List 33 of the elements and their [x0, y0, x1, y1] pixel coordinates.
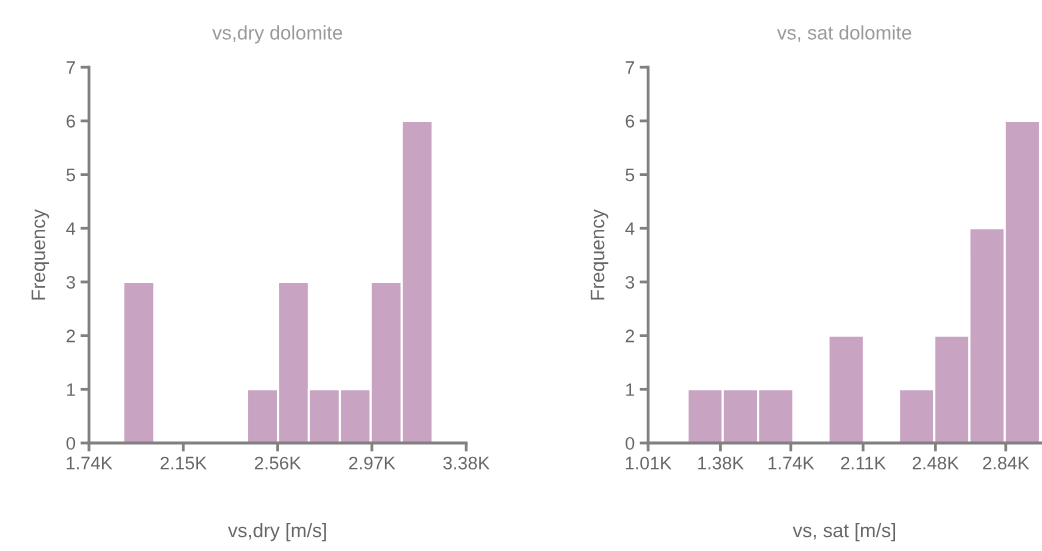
- chart-title: vs, sat dolomite: [777, 25, 912, 42]
- x-tick-label: 3.38K: [443, 456, 490, 470]
- x-tick-label: 1.74K: [66, 456, 113, 470]
- y-tick-label: 1: [626, 383, 635, 396]
- y-tick-label: 5: [66, 168, 76, 182]
- y-tick-label: 6: [66, 114, 75, 128]
- x-tick-label: 2.11K: [841, 456, 886, 470]
- x-tick-label: 2.48K: [912, 456, 959, 470]
- x-tick-label: 2.84K: [983, 456, 1030, 470]
- x-tick-label: 2.15K: [160, 456, 207, 470]
- y-tick-label: 0: [625, 436, 635, 450]
- y-tick-label: 1: [67, 383, 75, 396]
- y-tick-label: 4: [66, 222, 76, 235]
- y-tick-label: 7: [66, 61, 75, 74]
- x-axis-title: vs,dry [m/s]: [227, 523, 326, 542]
- x-tick-label: 2.56K: [254, 456, 301, 470]
- y-axis-title: Frequency: [590, 209, 609, 300]
- y-tick-label: 5: [625, 168, 635, 182]
- y-tick-label: 6: [625, 114, 635, 128]
- y-tick-label: 3: [625, 275, 635, 289]
- x-tick-label: 2.97K: [349, 456, 396, 470]
- x-tick-label: 1.01K: [625, 456, 672, 470]
- y-tick-label: 4: [625, 222, 635, 235]
- y-tick-label: 2: [625, 329, 635, 343]
- x-axis-title: vs, sat [m/s]: [792, 523, 896, 542]
- chart-title: vs,dry dolomite: [212, 25, 343, 44]
- y-axis-title: Frequency: [31, 209, 50, 300]
- y-tick-label: 7: [625, 61, 635, 74]
- x-tick-label: 1.74K: [768, 456, 815, 470]
- y-tick-label: 2: [66, 329, 75, 343]
- y-tick-label: 3: [66, 275, 75, 289]
- y-tick-label: 0: [66, 436, 76, 450]
- x-tick-label: 1.38K: [698, 456, 744, 470]
